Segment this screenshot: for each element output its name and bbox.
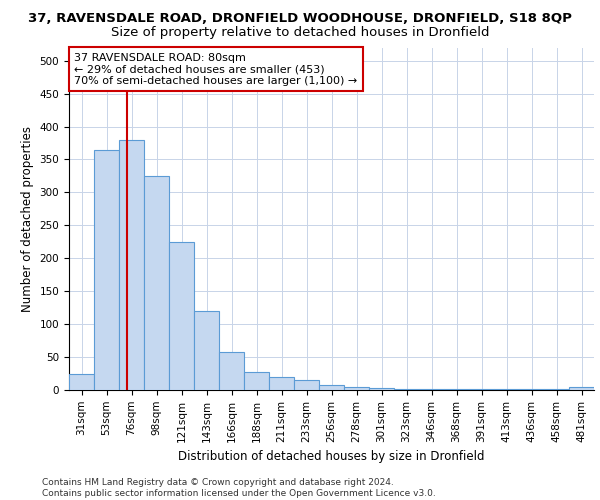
X-axis label: Distribution of detached houses by size in Dronfield: Distribution of detached houses by size … bbox=[178, 450, 485, 463]
Bar bbox=[69, 374, 94, 390]
Bar bbox=[544, 388, 569, 390]
Bar bbox=[244, 372, 269, 390]
Bar bbox=[469, 388, 494, 390]
Bar bbox=[119, 140, 144, 390]
Bar bbox=[369, 388, 394, 390]
Text: 37 RAVENSDALE ROAD: 80sqm
← 29% of detached houses are smaller (453)
70% of semi: 37 RAVENSDALE ROAD: 80sqm ← 29% of detac… bbox=[74, 52, 358, 86]
Bar bbox=[494, 388, 519, 390]
Y-axis label: Number of detached properties: Number of detached properties bbox=[21, 126, 34, 312]
Bar bbox=[569, 386, 594, 390]
Bar bbox=[219, 352, 244, 390]
Bar bbox=[519, 388, 544, 390]
Text: 37, RAVENSDALE ROAD, DRONFIELD WOODHOUSE, DRONFIELD, S18 8QP: 37, RAVENSDALE ROAD, DRONFIELD WOODHOUSE… bbox=[28, 12, 572, 26]
Bar bbox=[144, 176, 169, 390]
Bar bbox=[169, 242, 194, 390]
Bar bbox=[194, 311, 219, 390]
Bar bbox=[94, 150, 119, 390]
Bar bbox=[394, 388, 419, 390]
Bar bbox=[419, 388, 444, 390]
Bar bbox=[294, 380, 319, 390]
Bar bbox=[444, 388, 469, 390]
Bar bbox=[269, 377, 294, 390]
Text: Contains HM Land Registry data © Crown copyright and database right 2024.
Contai: Contains HM Land Registry data © Crown c… bbox=[42, 478, 436, 498]
Text: Size of property relative to detached houses in Dronfield: Size of property relative to detached ho… bbox=[111, 26, 489, 39]
Bar bbox=[319, 386, 344, 390]
Bar bbox=[344, 386, 369, 390]
